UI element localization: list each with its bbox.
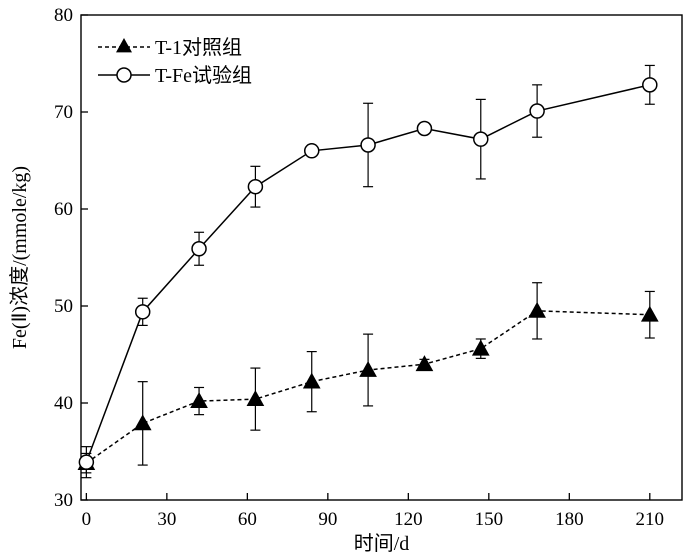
series-line [85, 310, 650, 464]
x-tick-label: 60 [238, 509, 257, 530]
data-point [247, 178, 264, 195]
data-point [190, 392, 208, 408]
legend: T-1对照组 T-Fe试验组 [98, 36, 252, 87]
x-tick-label: 90 [318, 509, 337, 530]
x-axis-title: 时间/d [354, 532, 410, 555]
series-layer [77, 64, 659, 479]
data-point [302, 372, 321, 389]
plot-frame [80, 14, 683, 501]
data-point [134, 304, 151, 320]
x-tick-label: 180 [555, 509, 584, 530]
y-tick-label: 30 [54, 490, 73, 511]
legend-marker-tfe [116, 67, 132, 83]
data-point [529, 103, 545, 119]
data-point [133, 414, 152, 431]
data-point [416, 120, 433, 137]
data-point [642, 77, 658, 93]
x-tick-label: 30 [157, 509, 176, 530]
data-point [640, 305, 659, 322]
data-point [359, 360, 377, 377]
x-tick-label: 150 [475, 509, 504, 530]
plot-frame-rect [80, 14, 683, 501]
data-point [528, 301, 546, 318]
x-tick-label: 0 [82, 509, 92, 530]
data-point [191, 241, 207, 257]
y-tick-label: 40 [54, 393, 73, 414]
data-point [360, 137, 376, 153]
data-point [471, 339, 490, 356]
x-tick-label: 210 [636, 509, 665, 530]
axis-ticks: 0 30 60 90 120 150 180 210 30 40 50 60 70 80 [54, 5, 664, 530]
data-point [246, 390, 265, 407]
y-tick-label: 50 [54, 296, 73, 317]
data-point [78, 454, 95, 470]
y-tick-label: 80 [54, 5, 73, 26]
data-point [415, 355, 434, 372]
series-0 [77, 282, 659, 474]
legend-label-tfe: T-Fe试验组 [155, 64, 252, 87]
y-tick-label: 70 [54, 102, 73, 123]
legend-marker-t1 [116, 38, 132, 53]
data-point [473, 131, 489, 147]
series-line [85, 84, 650, 463]
y-axis-title: Fe(Ⅱ)浓度/(mmole/kg) [8, 166, 31, 349]
y-tick-label: 60 [54, 199, 73, 220]
x-tick-label: 120 [394, 509, 423, 530]
legend-label-t1: T-1对照组 [155, 36, 242, 59]
data-point [303, 143, 320, 159]
series-1 [78, 64, 658, 479]
